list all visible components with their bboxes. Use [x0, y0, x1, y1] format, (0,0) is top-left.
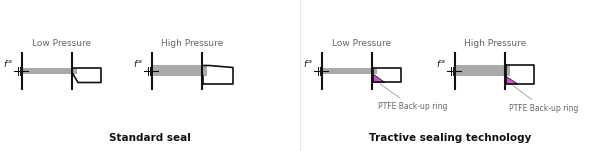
Text: $f^{\,a}$: $f^{\,a}$ — [436, 58, 446, 69]
Bar — [21, 68, 77, 74]
Polygon shape — [506, 77, 518, 84]
Bar — [151, 66, 207, 77]
Text: $f^{\,a}$: $f^{\,a}$ — [133, 58, 143, 69]
Text: Low Pressure: Low Pressure — [332, 39, 392, 48]
Text: PTFE Back-up ring: PTFE Back-up ring — [378, 84, 448, 111]
Text: Low Pressure: Low Pressure — [32, 39, 92, 48]
Text: $f^{\,a}$: $f^{\,a}$ — [302, 58, 313, 69]
Text: $f^{\,a}$: $f^{\,a}$ — [2, 58, 13, 69]
Bar — [321, 68, 377, 74]
Polygon shape — [373, 74, 385, 82]
Text: High Pressure: High Pressure — [161, 39, 223, 48]
Text: High Pressure: High Pressure — [464, 39, 526, 48]
Text: PTFE Back-up ring: PTFE Back-up ring — [509, 86, 578, 113]
Bar — [454, 66, 510, 77]
Text: Tractive sealing technology: Tractive sealing technology — [369, 133, 531, 143]
Text: Standard seal: Standard seal — [109, 133, 191, 143]
